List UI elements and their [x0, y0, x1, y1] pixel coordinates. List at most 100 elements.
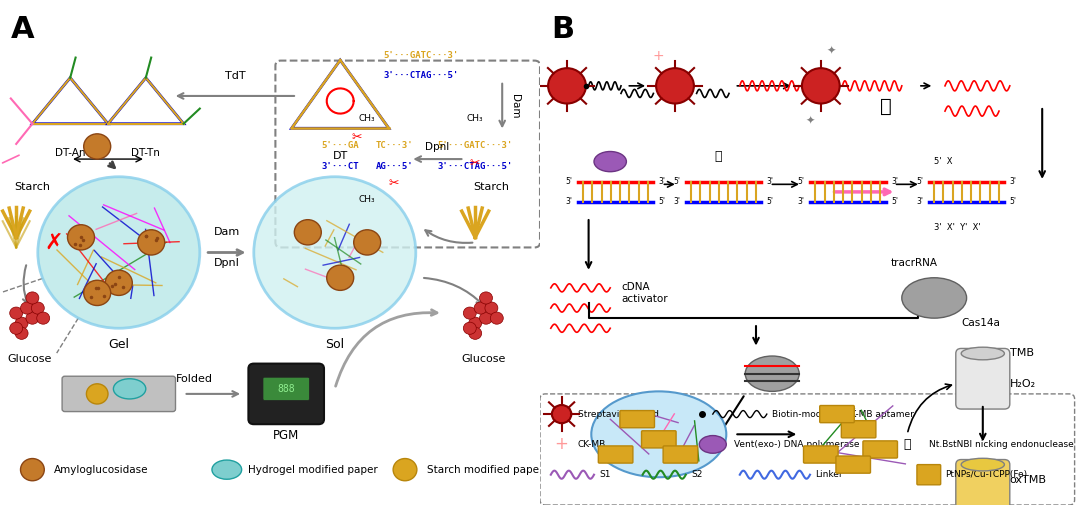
- FancyBboxPatch shape: [836, 456, 870, 473]
- Circle shape: [138, 230, 165, 255]
- Circle shape: [26, 292, 39, 304]
- Text: Hydrogel modified paper: Hydrogel modified paper: [248, 465, 378, 475]
- Text: 5': 5': [917, 177, 923, 186]
- Text: Amyloglucosidase: Amyloglucosidase: [54, 465, 149, 475]
- Text: Folded: Folded: [176, 374, 213, 384]
- Circle shape: [84, 280, 111, 306]
- Text: 3': 3': [674, 197, 680, 207]
- Ellipse shape: [961, 459, 1004, 471]
- Text: 3': 3': [1010, 177, 1016, 186]
- Circle shape: [21, 459, 44, 481]
- Text: PGM: PGM: [273, 429, 299, 442]
- Text: CK-MB: CK-MB: [578, 440, 606, 449]
- Circle shape: [463, 322, 476, 334]
- FancyBboxPatch shape: [62, 376, 175, 412]
- Circle shape: [552, 405, 571, 423]
- Text: 5': 5': [891, 197, 897, 207]
- Text: A: A: [11, 15, 35, 44]
- Circle shape: [485, 302, 498, 314]
- Circle shape: [10, 307, 23, 319]
- Text: ✦: ✦: [827, 45, 836, 56]
- Circle shape: [10, 322, 23, 334]
- Text: 3'  X'  Y'  X': 3' X' Y' X': [934, 223, 981, 232]
- Text: 3': 3': [767, 177, 773, 186]
- Circle shape: [67, 225, 95, 250]
- Text: TdT: TdT: [225, 71, 245, 81]
- Ellipse shape: [594, 152, 626, 172]
- Ellipse shape: [961, 347, 1004, 360]
- Text: 5': 5': [767, 197, 773, 207]
- Text: 5': 5': [659, 197, 665, 207]
- Circle shape: [463, 307, 476, 319]
- Text: Gel: Gel: [108, 338, 130, 351]
- FancyBboxPatch shape: [804, 446, 838, 463]
- Text: Cas14a: Cas14a: [961, 318, 1000, 328]
- Text: 3': 3': [566, 197, 572, 207]
- Circle shape: [469, 327, 482, 339]
- FancyBboxPatch shape: [841, 421, 876, 438]
- Text: 3'···CTAG···5': 3'···CTAG···5': [383, 71, 459, 80]
- Circle shape: [21, 302, 33, 314]
- Text: 3': 3': [891, 177, 897, 186]
- Text: Starch: Starch: [473, 182, 510, 192]
- Text: S2: S2: [691, 470, 703, 479]
- Text: 888: 888: [278, 384, 295, 394]
- Ellipse shape: [700, 435, 726, 453]
- FancyBboxPatch shape: [540, 394, 1075, 505]
- Text: ✗: ✗: [44, 232, 64, 252]
- Ellipse shape: [113, 379, 146, 399]
- Text: TMB: TMB: [1010, 348, 1034, 359]
- Text: 5': 5': [566, 177, 572, 186]
- Text: Glucose: Glucose: [461, 354, 505, 364]
- Text: DpnI: DpnI: [214, 258, 240, 268]
- Text: DpnI: DpnI: [426, 141, 449, 152]
- Text: Dam: Dam: [510, 94, 521, 118]
- FancyBboxPatch shape: [642, 431, 676, 448]
- Circle shape: [549, 68, 585, 104]
- Text: 5': 5': [1010, 197, 1016, 207]
- Text: cDNA
activator: cDNA activator: [621, 282, 667, 304]
- Circle shape: [84, 134, 111, 159]
- Circle shape: [294, 220, 322, 245]
- Text: 3': 3': [659, 177, 665, 186]
- Text: 5'···GATC···3': 5'···GATC···3': [383, 50, 459, 60]
- Ellipse shape: [745, 356, 799, 391]
- Circle shape: [15, 327, 28, 339]
- FancyBboxPatch shape: [620, 411, 654, 428]
- Circle shape: [326, 265, 354, 290]
- Text: +: +: [653, 48, 664, 63]
- FancyBboxPatch shape: [248, 364, 324, 424]
- Circle shape: [37, 312, 50, 324]
- Text: 3'···CTAG···5': 3'···CTAG···5': [437, 162, 513, 171]
- Text: Streptavidin bead: Streptavidin bead: [578, 410, 659, 419]
- Circle shape: [38, 177, 200, 328]
- Text: 5'  X: 5' X: [934, 157, 953, 166]
- Text: TC···3': TC···3': [376, 141, 413, 150]
- Text: Vent(exo-) DNA polymerase: Vent(exo-) DNA polymerase: [734, 440, 860, 449]
- Ellipse shape: [902, 278, 967, 318]
- Circle shape: [393, 459, 417, 481]
- Text: tracrRNA: tracrRNA: [891, 258, 939, 268]
- Circle shape: [480, 312, 492, 324]
- Circle shape: [31, 302, 44, 314]
- Circle shape: [26, 312, 39, 324]
- Ellipse shape: [212, 460, 242, 479]
- Text: Biotin-modified CK-MB aptamer: Biotin-modified CK-MB aptamer: [772, 410, 914, 419]
- Text: Sol: Sol: [325, 338, 345, 351]
- Text: 5'···GATC···3': 5'···GATC···3': [437, 141, 513, 150]
- Text: Nt.BstNBI nicking endonuclease: Nt.BstNBI nicking endonuclease: [929, 440, 1074, 449]
- Circle shape: [15, 317, 28, 329]
- Text: H₂O₂: H₂O₂: [1010, 379, 1036, 389]
- Text: Dam: Dam: [214, 227, 240, 237]
- Circle shape: [801, 68, 840, 104]
- Circle shape: [254, 177, 416, 328]
- FancyBboxPatch shape: [863, 441, 897, 458]
- Text: DT-An: DT-An: [55, 148, 85, 159]
- FancyBboxPatch shape: [956, 348, 1010, 409]
- Circle shape: [474, 302, 487, 314]
- Text: Starch: Starch: [14, 182, 51, 192]
- Text: CH₃: CH₃: [467, 114, 484, 123]
- Text: Glucose: Glucose: [8, 354, 52, 364]
- Text: 3': 3': [798, 197, 805, 207]
- Text: 5': 5': [674, 177, 680, 186]
